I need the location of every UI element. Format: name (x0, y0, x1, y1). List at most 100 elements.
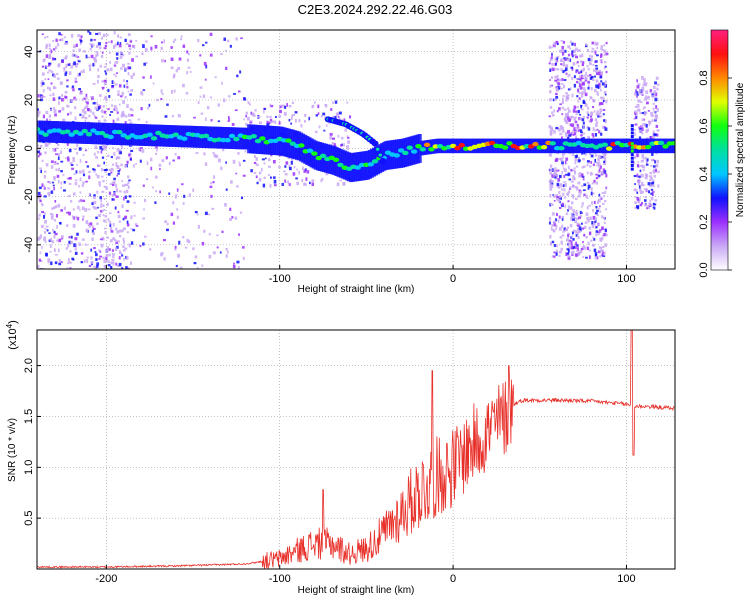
spectrogram-noise-cell (48, 47, 51, 50)
spectrogram-noise-cell (98, 164, 101, 167)
spectrogram-noise-cell (558, 190, 561, 195)
spectrogram-noise-cell (580, 173, 584, 177)
spectrogram-noise-cell (120, 113, 123, 118)
spectrogram-noise-cell (79, 191, 82, 194)
spectrogram-noise-cell (560, 39, 564, 42)
spectrogram-noise-cell (646, 207, 649, 210)
spectrogram-noise-cell (331, 137, 335, 140)
spectrogram-noise-cell (550, 180, 554, 184)
spectrogram-noise-cell (598, 231, 601, 233)
spectrogram-noise-cell (118, 256, 121, 260)
spectrogram-noise-cell (94, 58, 97, 61)
spectrogram-noise-cell (70, 33, 74, 38)
spectrogram-noise-cell (108, 212, 112, 215)
spectrogram-noise-cell (116, 72, 118, 75)
spectrogram-noise-cell (203, 61, 207, 66)
spectrogram-noise-cell (112, 253, 115, 256)
spectrogram-noise-cell (69, 162, 73, 165)
spectrogram-noise-cell (571, 54, 574, 58)
spectrogram-noise-cell (109, 239, 113, 243)
spectrogram-noise-cell (601, 249, 604, 252)
spectrogram-noise-cell (596, 110, 599, 114)
spectrogram-noise-cell (121, 204, 124, 209)
spectrogram-noise-cell (115, 241, 119, 245)
spectrogram-noise-cell (583, 101, 586, 104)
spectrogram-noise-cell (55, 147, 59, 150)
spectrogram-noise-cell (575, 212, 579, 216)
spectrogram-noise-cell (83, 50, 86, 53)
spectrogram-noise-cell (71, 86, 73, 90)
spectrogram-noise-cell (592, 236, 595, 239)
spectrogram-ridge-core (77, 131, 84, 136)
spectrogram-noise-cell (125, 115, 128, 118)
spectrogram-ridge-core (428, 147, 435, 152)
spectrogram-noise-cell (64, 157, 67, 159)
spectrogram-noise-cell (644, 195, 647, 198)
spectrogram-noise-cell (640, 190, 644, 194)
spectrogram-ridge-core (68, 132, 75, 137)
spectrogram-noise-cell (144, 47, 148, 52)
spectrogram-noise-cell (243, 118, 245, 121)
spectrogram-ridge-core (81, 128, 88, 134)
spectrogram-noise-cell (576, 244, 579, 247)
spectrogram-noise-cell (75, 43, 78, 48)
spectrogram-noise-cell (227, 120, 230, 122)
spectrogram-noise-cell (107, 218, 110, 222)
spectrogram-noise-cell (562, 95, 565, 97)
spectrogram-noise-cell (562, 70, 565, 74)
spectrogram-noise-cell (645, 123, 648, 128)
spectrogram-noise-cell (126, 256, 129, 260)
spectrogram-noise-cell (309, 181, 311, 185)
spectrogram-noise-cell (62, 118, 66, 122)
spectrogram-noise-cell (75, 54, 78, 58)
spectrogram-noise-cell (125, 255, 127, 259)
spectrogram-noise-cell (43, 187, 46, 190)
spectrogram-noise-cell (337, 134, 340, 138)
spectrogram-noise-cell (595, 112, 599, 116)
spectrogram-noise-cell (577, 216, 581, 219)
spectrogram-noise-cell (567, 206, 570, 210)
spectrogram-noise-cell (562, 184, 565, 188)
spectrogram-noise-cell (255, 175, 258, 179)
spectrogram-ridge-band (315, 141, 320, 171)
spectrogram-noise-cell (100, 243, 104, 248)
spectrogram-noise-cell (288, 182, 291, 187)
spectrogram-ridge-band (188, 125, 193, 148)
spectrogram-noise-cell (225, 254, 228, 258)
spectrogram-noise-cell (234, 109, 238, 112)
colorbar-label: Normalized spectral amplitude (735, 82, 746, 217)
spectrogram-noise-cell (549, 178, 552, 183)
spectrogram-noise-cell (651, 193, 654, 196)
spectrogram-noise-cell (553, 220, 556, 224)
spectrogram-ridge-band (186, 125, 191, 148)
spectrogram-noise-cell (47, 191, 51, 195)
spectrogram-noise-cell (565, 173, 569, 176)
spectrogram-noise-cell (116, 240, 120, 243)
spectrogram-noise-cell (95, 258, 98, 261)
spectrogram-noise-cell (69, 111, 72, 115)
spectrogram-noise-cell (595, 176, 599, 180)
spectrogram-noise-cell (111, 198, 114, 201)
spectrogram-noise-cell (182, 44, 186, 48)
spectrogram-noise-cell (116, 230, 120, 234)
spectrogram-noise-cell (114, 206, 117, 210)
spectrogram-noise-cell (555, 218, 558, 222)
spectrogram-noise-cell (290, 161, 293, 165)
spectrogram-noise-cell (570, 216, 573, 221)
spectrogram-noise-cell (112, 223, 115, 227)
spectrogram-noise-cell (305, 177, 308, 181)
spectrogram-noise-cell (288, 164, 291, 168)
spectrogram-noise-cell (604, 160, 607, 163)
spectrogram-noise-cell (41, 202, 43, 206)
spectrogram-noise-cell (126, 86, 129, 89)
spectrogram-noise-cell (72, 224, 76, 228)
spectrogram-noise-cell (551, 212, 555, 216)
spectrogram-noise-cell (592, 163, 595, 166)
spectrogram-noise-cell (204, 211, 208, 216)
spectrogram-noise-cell (593, 110, 596, 113)
spectrogram-noise-cell (553, 244, 556, 247)
spectrogram-noise-cell (91, 225, 94, 229)
spectrogram-noise-cell (58, 262, 62, 266)
spectrogram-noise-cell (204, 117, 207, 122)
spectrogram-noise-cell (646, 158, 649, 162)
